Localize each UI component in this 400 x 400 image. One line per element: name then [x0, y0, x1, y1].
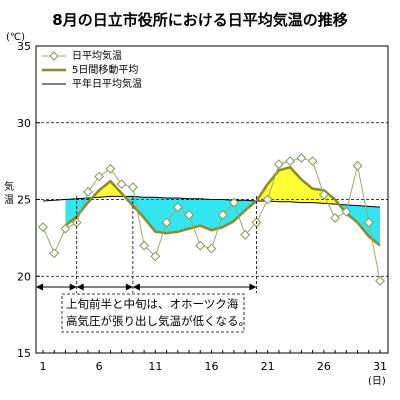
daily-point-24 [296, 153, 307, 163]
daily-point-14 [184, 209, 194, 220]
daily-point-7 [105, 163, 116, 174]
y-axis-unit: (℃) [6, 32, 25, 43]
daily-point-9 [127, 182, 138, 193]
y-tick-label-35: 35 [17, 40, 31, 53]
daily-point-22 [273, 159, 284, 170]
annotation-box [61, 293, 245, 333]
period-arrowhead-left-2 [132, 283, 140, 291]
y-tick-label-20: 20 [17, 270, 31, 283]
daily-point-3 [60, 223, 71, 234]
daily-point-28 [341, 206, 352, 217]
legend-label-average: 5日間移動平均 [72, 63, 138, 76]
x-tick-label-31: 31 [373, 360, 387, 373]
y-tick-label-15: 15 [17, 347, 31, 360]
daily-point-23 [285, 156, 296, 167]
x-tick-label-26: 26 [317, 360, 331, 373]
y-tick-label-25: 25 [17, 194, 31, 207]
daily-point-10 [139, 240, 150, 251]
x-tick-label-6: 6 [96, 360, 103, 373]
series-normal-line [42, 195, 381, 208]
period-arrowhead-right-1 [125, 283, 133, 291]
annotation-line-1: 上旬前半と中旬は、オホーツク海 [66, 297, 239, 311]
daily-point-15 [195, 240, 206, 251]
daily-point-12 [161, 217, 172, 228]
period-arrowhead-left-0 [36, 283, 43, 291]
daily-point-31 [375, 275, 385, 286]
daily-point-5 [83, 186, 93, 197]
daily-point-30 [363, 217, 374, 228]
daily-point-8 [116, 179, 127, 190]
period-arrowhead-right-0 [69, 283, 77, 291]
daily-point-1 [38, 222, 48, 233]
daily-point-26 [318, 189, 329, 200]
period-arrowhead-left-1 [76, 283, 84, 291]
daily-point-2 [49, 248, 60, 259]
daily-point-17 [217, 209, 228, 220]
x-tick-label-1: 1 [40, 360, 47, 373]
daily-point-18 [229, 197, 239, 208]
x-tick-label-11: 11 [148, 360, 162, 373]
chart-title: 8月の日立市役所における日平均気温の推移 [52, 11, 347, 29]
y-axis-label-char-0: 気 [4, 180, 14, 193]
daily-point-6 [94, 171, 105, 182]
legend-label-normal: 平年日平均気温 [72, 77, 142, 90]
y-axis-label-char-1: 温 [4, 194, 14, 206]
daily-point-19 [240, 229, 251, 240]
annotation-line-2: 高気圧が張り出し気温が低くなる。 [66, 314, 250, 328]
daily-point-27 [330, 213, 340, 223]
legend-daily-marker [49, 51, 59, 61]
y-tick-label-30: 30 [17, 117, 31, 130]
daily-point-29 [352, 160, 363, 171]
period-arrowhead-right-2 [249, 283, 257, 291]
daily-point-21 [262, 194, 273, 205]
above-normal-fill-3 [256, 167, 340, 205]
daily-point-13 [172, 202, 183, 213]
daily-point-16 [206, 243, 217, 254]
legend-label-daily: 日平均気温 [72, 49, 122, 62]
daily-point-11 [150, 251, 161, 262]
series-moving-average-line [64, 165, 381, 247]
x-axis-unit: (日) [368, 376, 386, 387]
x-tick-label-21: 21 [261, 360, 275, 373]
daily-point-25 [307, 156, 318, 167]
x-tick-label-16: 16 [205, 360, 219, 373]
above-normal-fill-1 [92, 181, 125, 198]
